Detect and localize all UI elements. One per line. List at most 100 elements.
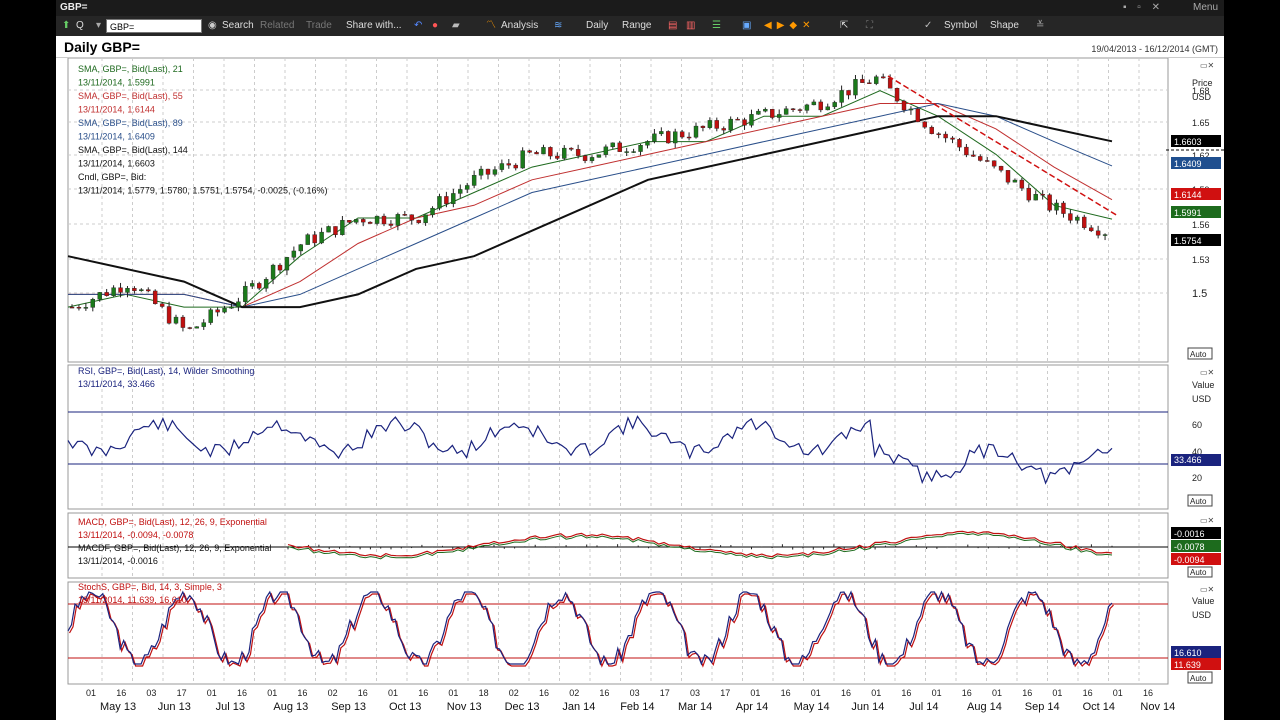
related-button[interactable]: Related xyxy=(260,20,295,31)
x-axis-day-label: 02 xyxy=(328,688,338,698)
folder-icon[interactable]: ▰ xyxy=(452,20,460,31)
export-icon[interactable]: ⇱ xyxy=(840,20,849,31)
fullscreen-icon[interactable]: ⛶ xyxy=(866,20,873,31)
candle-body xyxy=(270,264,276,280)
x-axis-day-label: 01 xyxy=(448,688,458,698)
macd-value-tag-label: -0.0016 xyxy=(1174,529,1205,539)
price-value-tag xyxy=(1171,135,1221,147)
chart-area[interactable]: ▭✕▭✕▭✕▭✕1.681.651.621.591.561.531.5Price… xyxy=(56,58,1224,720)
chevron-down-icon[interactable]: ▾ xyxy=(96,20,102,31)
candle-body xyxy=(569,147,574,150)
candle-body xyxy=(846,90,851,96)
range-dropdown[interactable]: Range xyxy=(622,20,652,31)
candle-body xyxy=(319,231,324,244)
panel-frame xyxy=(67,581,1169,685)
quote-label[interactable]: Q xyxy=(76,20,84,31)
candle-body xyxy=(215,309,220,313)
symbol-input[interactable]: GBP= xyxy=(106,19,202,33)
x-axis-day-label: 01 xyxy=(207,688,217,698)
candle-body xyxy=(173,316,179,324)
candle-body xyxy=(402,214,407,216)
up-arrow-icon[interactable]: ⬆ xyxy=(62,20,71,31)
candle-body xyxy=(887,77,893,89)
x-axis-day-label: 16 xyxy=(962,688,972,698)
macd-value-tag-label: -0.0078 xyxy=(1174,542,1205,552)
share-button[interactable]: Share with... xyxy=(346,20,402,31)
auto-scale-button xyxy=(1187,494,1213,507)
layout-icon[interactable]: ☰ xyxy=(712,20,721,31)
price-axis-title: Price xyxy=(1192,78,1213,88)
search-button[interactable]: Search xyxy=(222,20,254,31)
stop-icon[interactable]: ● xyxy=(432,20,439,31)
more-icon[interactable]: ≚ xyxy=(1036,20,1045,31)
candle-body xyxy=(1033,194,1038,201)
candle-body xyxy=(631,151,636,153)
candle-body xyxy=(506,163,511,166)
wave-icon[interactable]: ≋ xyxy=(554,20,563,31)
candle-body xyxy=(187,327,193,329)
auto-scale-label: Auto xyxy=(1190,568,1207,577)
candle-body xyxy=(832,102,837,107)
price-legend-entry: 13/11/2014, 1.6603 xyxy=(78,159,155,169)
candle-body xyxy=(513,164,518,169)
zoom-controls-icon[interactable]: ◀▶◆✕ xyxy=(764,20,816,31)
x-axis-day-label: 16 xyxy=(116,688,126,698)
window-controls[interactable]: ▪ ▫ ✕ xyxy=(1122,2,1164,13)
macd-line xyxy=(287,530,1113,558)
candle-body xyxy=(686,136,692,139)
candle-body xyxy=(465,185,470,190)
window-icon[interactable]: ▣ xyxy=(742,20,752,31)
line-chart-icon[interactable]: ▤ xyxy=(668,20,678,31)
search-icon[interactable]: ◉ xyxy=(208,20,217,31)
rsi-tick-label: 60 xyxy=(1192,420,1202,430)
candle-body xyxy=(548,147,553,157)
price-legend-entry: 13/11/2014, 1.6144 xyxy=(78,105,155,115)
analysis-button[interactable]: Analysis xyxy=(501,20,539,31)
auto-scale-button xyxy=(1187,347,1213,360)
symbol-dropdown[interactable]: Symbol xyxy=(944,20,978,31)
macd-legend-entry: MACD, GBP=, Bid(Last), 12, 26, 9, Expone… xyxy=(78,517,267,527)
candle-body xyxy=(437,196,442,209)
stoch-value-tag xyxy=(1171,646,1221,658)
x-axis-month-label: Mar 14 xyxy=(678,701,712,713)
x-axis-day-label: 03 xyxy=(146,688,156,698)
candle-body xyxy=(520,150,525,169)
candle-body xyxy=(312,234,317,244)
menu-button[interactable]: Menu xyxy=(1192,2,1218,13)
candle-body xyxy=(721,128,726,131)
candle-body xyxy=(347,220,352,223)
candle-body xyxy=(444,196,449,205)
price-value-tag xyxy=(1171,157,1221,169)
candle-body xyxy=(1019,179,1025,189)
candle-body xyxy=(458,189,463,194)
analysis-icon[interactable]: 〽 xyxy=(486,20,496,31)
x-axis-month-label: Aug 14 xyxy=(967,701,1002,713)
x-axis-month-label: Sep 14 xyxy=(1025,701,1060,713)
x-axis-month-label: Nov 13 xyxy=(447,701,482,713)
shape-dropdown[interactable]: Shape xyxy=(990,20,1019,31)
price-tick-label: 1.62 xyxy=(1192,151,1210,161)
panel-frame xyxy=(67,364,1169,510)
chart-title: Daily GBP= xyxy=(64,39,140,55)
crosshair-icon[interactable]: ✓ xyxy=(924,20,933,31)
candle-body xyxy=(957,139,962,148)
candle-body xyxy=(610,142,615,148)
x-axis-month-label: Feb 14 xyxy=(620,701,654,713)
trade-button[interactable]: Trade xyxy=(306,20,332,31)
candle-body xyxy=(159,303,165,307)
candle-body xyxy=(291,250,297,258)
undo-icon[interactable]: ↶ xyxy=(414,20,423,31)
interval-daily-dropdown[interactable]: Daily xyxy=(586,20,609,31)
candle-body xyxy=(818,101,823,111)
candle-body xyxy=(374,215,380,224)
price-value-tag-label: 1.6409 xyxy=(1174,159,1202,169)
candle-body xyxy=(790,108,796,110)
candle-body xyxy=(1075,216,1080,221)
price-tick-label: 1.5 xyxy=(1192,288,1207,300)
candle-body xyxy=(152,290,158,305)
candle-body xyxy=(679,131,685,138)
candle-body xyxy=(700,125,706,128)
candle-body xyxy=(541,147,546,155)
candle-body xyxy=(860,79,865,83)
template-icon[interactable]: ▥ xyxy=(686,20,696,31)
